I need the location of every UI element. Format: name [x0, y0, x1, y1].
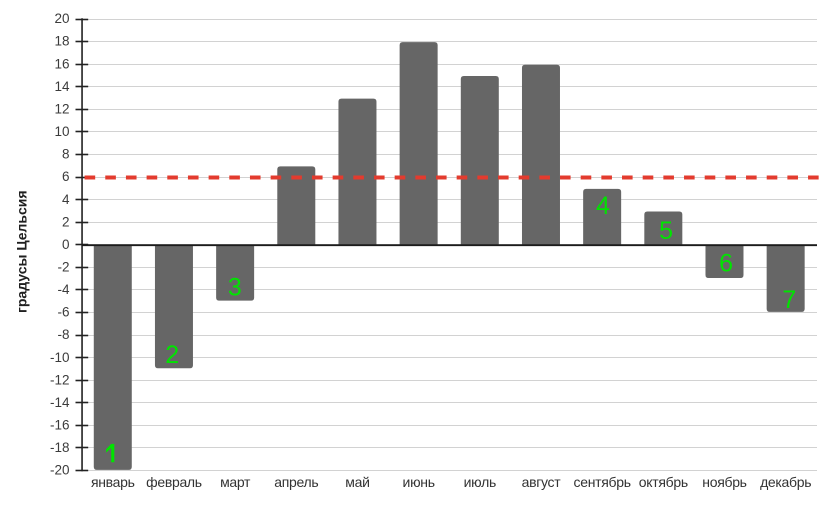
svg-text:-8: -8: [57, 327, 69, 342]
svg-text:8: 8: [62, 147, 70, 162]
svg-text:-20: -20: [50, 463, 70, 478]
svg-text:20: 20: [54, 11, 69, 26]
svg-text:-4: -4: [57, 282, 69, 297]
svg-text:2: 2: [165, 341, 179, 369]
svg-text:март: март: [220, 474, 251, 490]
svg-text:ноябрь: ноябрь: [702, 474, 746, 490]
svg-text:август: август: [522, 474, 562, 490]
svg-text:-18: -18: [50, 440, 70, 455]
svg-text:апрель: апрель: [274, 474, 318, 490]
svg-text:18: 18: [54, 34, 69, 49]
svg-text:-2: -2: [57, 259, 69, 274]
svg-text:-14: -14: [50, 395, 70, 410]
svg-text:декабрь: декабрь: [760, 474, 811, 490]
svg-text:7: 7: [782, 286, 796, 314]
svg-text:3: 3: [228, 273, 242, 301]
svg-text:май: май: [345, 474, 369, 490]
svg-text:10: 10: [54, 124, 69, 139]
svg-text:сентябрь: сентябрь: [574, 474, 631, 490]
svg-text:6: 6: [62, 169, 70, 184]
svg-text:июнь: июнь: [403, 474, 435, 490]
svg-text:0: 0: [62, 237, 70, 252]
svg-text:2: 2: [62, 214, 70, 229]
svg-text:январь: январь: [91, 474, 135, 490]
svg-text:16: 16: [54, 56, 69, 71]
svg-text:-16: -16: [50, 418, 70, 433]
svg-text:4: 4: [62, 192, 70, 207]
svg-text:градусы Цельсия: градусы Цельсия: [14, 190, 30, 313]
svg-text:июль: июль: [464, 474, 496, 490]
svg-text:октябрь: октябрь: [639, 474, 688, 490]
svg-text:5: 5: [659, 217, 673, 245]
svg-text:-12: -12: [50, 372, 70, 387]
svg-text:4: 4: [596, 192, 610, 220]
svg-text:14: 14: [54, 79, 70, 94]
svg-text:6: 6: [719, 249, 733, 277]
svg-text:-10: -10: [50, 350, 70, 365]
svg-text:-6: -6: [57, 305, 69, 320]
svg-text:12: 12: [54, 101, 69, 116]
svg-text:февраль: февраль: [146, 474, 202, 490]
